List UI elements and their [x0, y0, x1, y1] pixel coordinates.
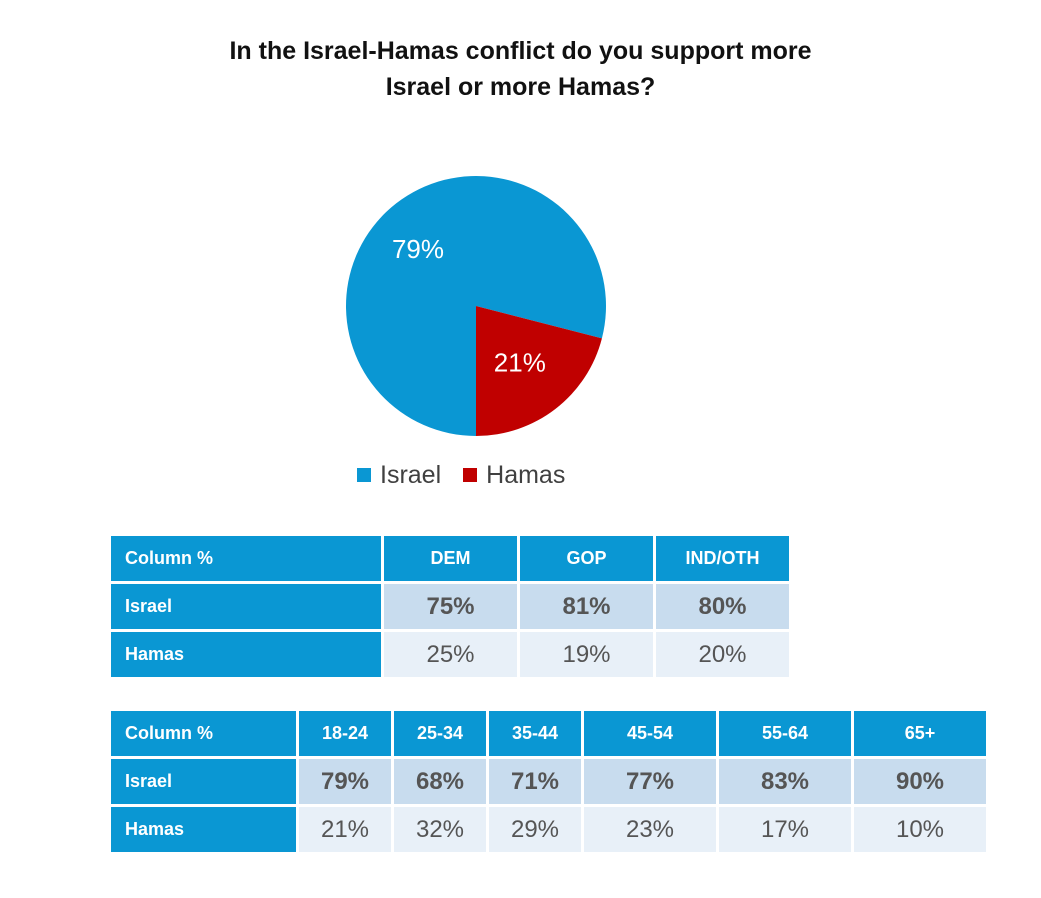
party-table-header-row: Column % DEM GOP IND/OTH [111, 536, 789, 581]
table-cell: 68% [394, 759, 486, 804]
age-table-row-israel: Israel 79% 68% 71% 77% 83% 90% [111, 759, 986, 804]
age-table-header-65-plus: 65+ [854, 711, 986, 756]
pie-slice-hamas [476, 306, 602, 436]
row-label: Israel [111, 759, 296, 804]
age-table: Column % 18-24 25-34 35-44 45-54 55-64 6… [108, 708, 989, 855]
age-table-header-45-54: 45-54 [584, 711, 716, 756]
table-cell: 10% [854, 807, 986, 852]
party-table-header-ind-oth: IND/OTH [656, 536, 789, 581]
table-cell: 21% [299, 807, 391, 852]
pie-legend: Israel Hamas [357, 460, 587, 490]
age-table-header-18-24: 18-24 [299, 711, 391, 756]
chart-title: In the Israel-Hamas conflict do you supp… [0, 33, 1041, 105]
table-cell: 77% [584, 759, 716, 804]
table-cell: 83% [719, 759, 851, 804]
party-table: Column % DEM GOP IND/OTH Israel 75% 81% … [108, 533, 792, 680]
table-cell: 19% [520, 632, 653, 677]
table-cell: 81% [520, 584, 653, 629]
pie-data-label-hamas: 21% [494, 347, 546, 377]
legend-swatch-israel [357, 468, 371, 482]
legend-label-israel: Israel [380, 460, 442, 489]
chart-title-line-1: In the Israel-Hamas conflict do you supp… [229, 37, 812, 65]
party-table-header-dem: DEM [384, 536, 517, 581]
table-cell: 80% [656, 584, 789, 629]
pie-data-label-israel: 79% [392, 234, 444, 264]
table-cell: 75% [384, 584, 517, 629]
table-cell: 20% [656, 632, 789, 677]
legend-item-hamas: Hamas [463, 461, 565, 490]
party-table-row-israel: Israel 75% 81% 80% [111, 584, 789, 629]
table-cell: 29% [489, 807, 581, 852]
table-cell: 17% [719, 807, 851, 852]
table-cell: 71% [489, 759, 581, 804]
row-label: Hamas [111, 807, 296, 852]
age-table-row-hamas: Hamas 21% 32% 29% 23% 17% 10% [111, 807, 986, 852]
age-table-header-35-44: 35-44 [489, 711, 581, 756]
row-label: Israel [111, 584, 381, 629]
party-table-header-label: Column % [111, 536, 381, 581]
table-cell: 25% [384, 632, 517, 677]
age-table-header-row: Column % 18-24 25-34 35-44 45-54 55-64 6… [111, 711, 986, 756]
legend-label-hamas: Hamas [486, 460, 566, 489]
legend-swatch-hamas [463, 468, 478, 482]
row-label: Hamas [111, 632, 381, 677]
age-table-header-25-34: 25-34 [394, 711, 486, 756]
chart-title-line-2: Israel or more Hamas? [385, 73, 656, 101]
table-cell: 79% [299, 759, 391, 804]
table-cell: 32% [394, 807, 486, 852]
age-table-header-label: Column % [111, 711, 296, 756]
legend-item-israel: Israel [357, 461, 441, 490]
pie-chart: 79% 21% [346, 176, 606, 436]
age-table-header-55-64: 55-64 [719, 711, 851, 756]
table-cell: 23% [584, 807, 716, 852]
table-cell: 90% [854, 759, 986, 804]
party-table-header-gop: GOP [520, 536, 653, 581]
party-table-row-hamas: Hamas 25% 19% 20% [111, 632, 789, 677]
